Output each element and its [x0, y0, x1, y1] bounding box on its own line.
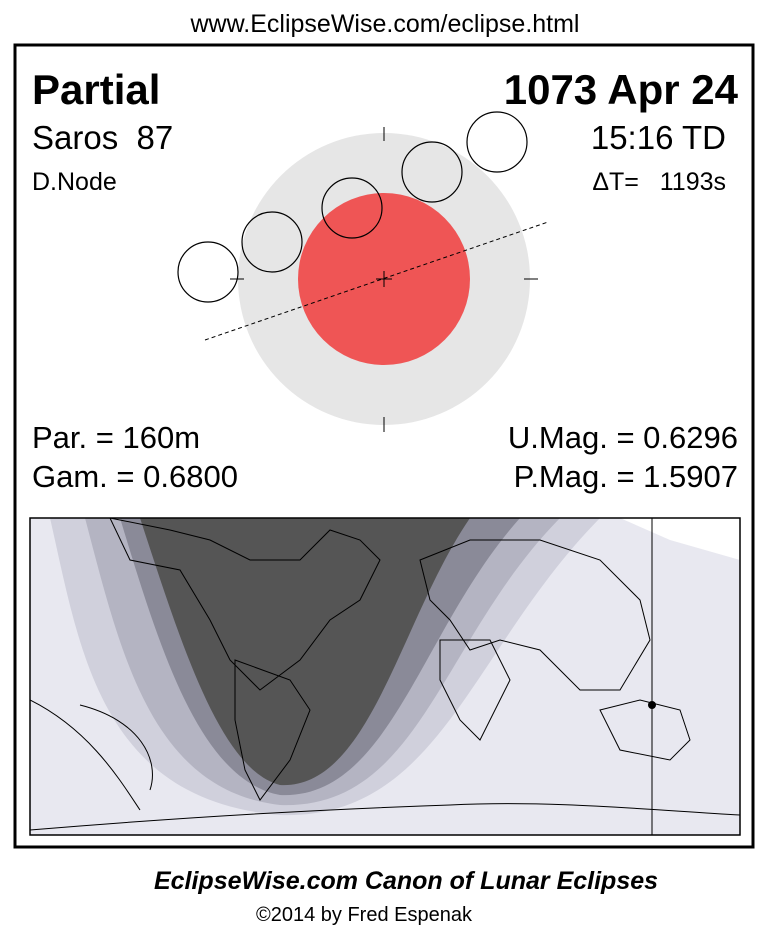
url: www.EclipseWise.com/eclipse.html [190, 10, 580, 38]
saros: Saros 87 [32, 119, 173, 156]
copyright: ©2014 by Fred Espenak [256, 904, 473, 926]
footer-title: EclipseWise.com Canon of Lunar Eclipses [154, 867, 658, 895]
eclipse-diagram [177, 111, 549, 432]
node: D.Node [32, 168, 117, 196]
delta-t: ΔT= 1193s [592, 168, 726, 196]
gamma: Gam. = 0.6800 [32, 459, 238, 494]
time: 15:16 TD [591, 119, 726, 156]
eclipse-type: Partial [32, 66, 160, 113]
eclipse-date: 1073 Apr 24 [504, 66, 739, 113]
visibility-map [29, 517, 741, 836]
penumbral-magnitude: P.Mag. = 1.5907 [514, 459, 738, 494]
moon-path [204, 221, 549, 341]
axis-ticks [230, 127, 538, 432]
umbral-magnitude: U.Mag. = 0.6296 [508, 420, 738, 455]
duration: Par. = 160m [32, 420, 200, 455]
frame [13, 43, 755, 849]
moon-positions [177, 111, 528, 303]
